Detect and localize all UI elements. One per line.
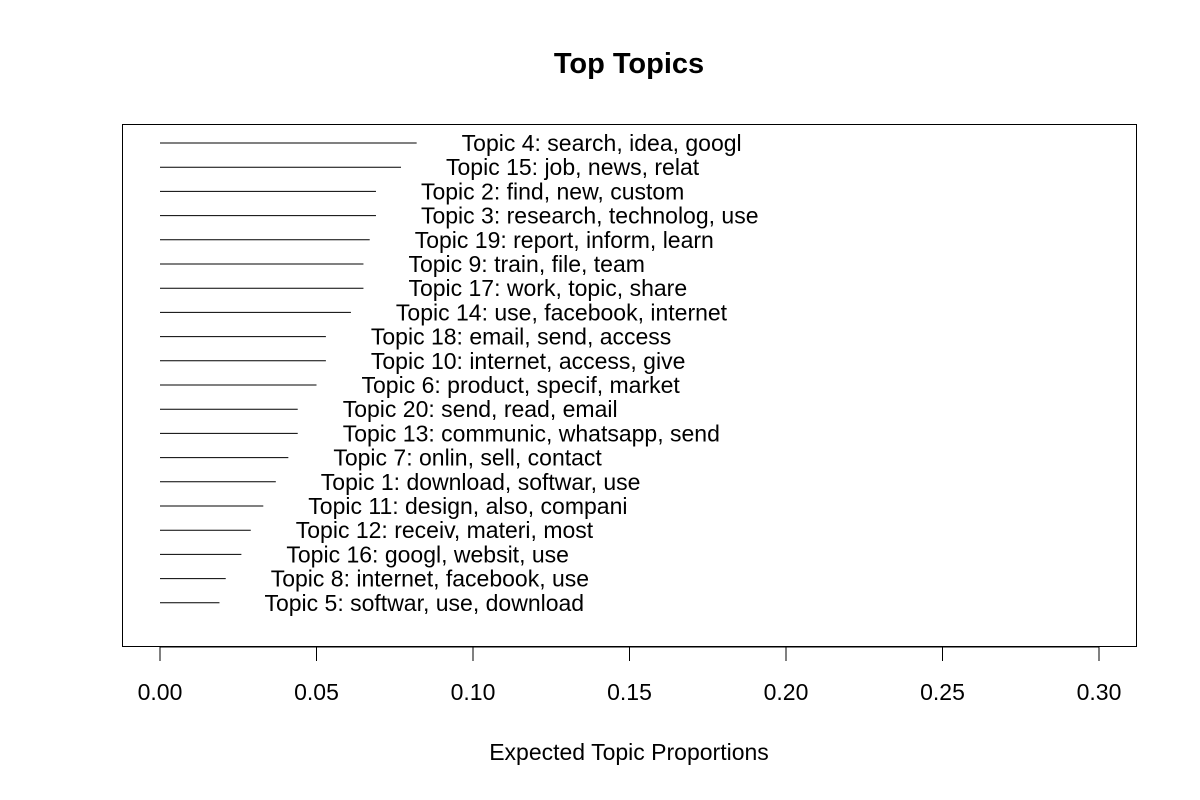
x-axis-ticks: 0.00 0.05 0.10 0.15 0.20 0.25 0.30 bbox=[138, 647, 1122, 705]
bar-label: Topic 4: search, idea, googl bbox=[462, 130, 742, 156]
bar-label: Topic 6: product, specif, market bbox=[362, 372, 681, 398]
bar-label: Topic 17: work, topic, share bbox=[408, 275, 687, 301]
bars-layer bbox=[160, 142, 417, 604]
bar-label: Topic 7: onlin, sell, contact bbox=[333, 445, 602, 471]
x-tick-label: 0.30 bbox=[1077, 679, 1122, 705]
bar-label: Topic 20: send, read, email bbox=[343, 396, 618, 422]
bar-label: Topic 2: find, new, custom bbox=[421, 178, 684, 204]
bar-label: Topic 19: report, inform, learn bbox=[415, 227, 714, 253]
bar-label: Topic 3: research, technolog, use bbox=[421, 203, 759, 229]
x-tick-label: 0.05 bbox=[294, 679, 339, 705]
bar-label: Topic 1: download, softwar, use bbox=[321, 469, 641, 495]
bar-label: Topic 16: googl, websit, use bbox=[286, 541, 569, 567]
bar-label: Topic 5: softwar, use, download bbox=[264, 590, 584, 616]
x-axis-label: Expected Topic Proportions bbox=[489, 739, 769, 765]
bar-label: Topic 11: design, also, compani bbox=[308, 493, 627, 519]
chart-title: Top Topics bbox=[554, 48, 704, 80]
bar-label: Topic 13: communic, whatsapp, send bbox=[343, 420, 720, 446]
x-tick-label: 0.15 bbox=[607, 679, 652, 705]
bar-label: Topic 8: internet, facebook, use bbox=[271, 566, 589, 592]
bar-label: Topic 18: email, send, access bbox=[371, 324, 671, 350]
x-tick-label: 0.20 bbox=[764, 679, 809, 705]
x-tick-label: 0.10 bbox=[451, 679, 496, 705]
bar-label: Topic 15: job, news, relat bbox=[446, 154, 700, 180]
bar-label: Topic 10: internet, access, give bbox=[371, 348, 686, 374]
bar-label: Topic 12: receiv, materi, most bbox=[296, 517, 594, 543]
bar-label: Topic 9: train, file, team bbox=[408, 251, 645, 277]
x-tick-label: 0.00 bbox=[138, 679, 183, 705]
x-tick-label: 0.25 bbox=[920, 679, 965, 705]
bar-label: Topic 14: use, facebook, internet bbox=[396, 299, 728, 325]
